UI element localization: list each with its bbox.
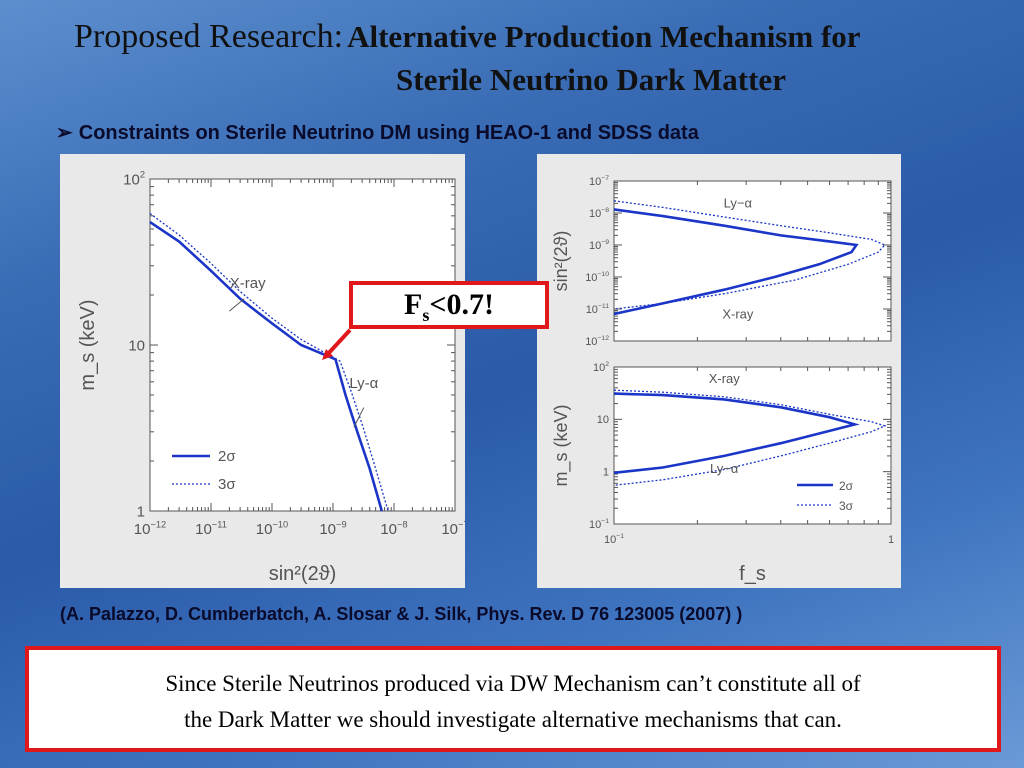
y-tick-label: 10−11 <box>586 303 610 316</box>
series-line-dotted <box>613 200 886 310</box>
x-axis-title: sin²(2ϑ) <box>269 563 337 585</box>
annotation-label: X-ray <box>709 371 741 386</box>
chart-mass-vs-mixing: 1 10 102 10−12 10−11 10−10 10−9 10−8 10−7 X-ray Ly… <box>77 170 465 586</box>
plot-frame <box>613 366 892 525</box>
y-axis-title: m_s (keV) <box>77 299 99 390</box>
x-tick-label: 10−12 <box>134 519 166 538</box>
x-tick-label: 10−8 <box>380 519 407 538</box>
bullet-text: Constraints on Sterile Neutrino DM using… <box>78 122 699 144</box>
y-tick-label: 10−9 <box>589 239 609 252</box>
series-line-solid <box>149 221 384 512</box>
plot-frame <box>613 180 892 342</box>
x-tick-label: 10−11 <box>195 519 227 538</box>
lya-pointer <box>353 407 365 428</box>
x-axis-title: f_s <box>739 563 766 585</box>
legend-label: 3σ <box>218 476 236 493</box>
annotation-label: Ly-α <box>349 375 378 392</box>
y-tick-label: 102 <box>593 361 609 374</box>
bullet-arrow-icon: ➢ <box>56 122 73 144</box>
bullet-point: ➢ Constraints on Sterile Neutrino DM usin… <box>56 120 699 145</box>
callout-rest: <0.7! <box>429 288 494 321</box>
citation: (A. Palazzo, D. Cumberbatch, A. Slosar &… <box>60 604 743 624</box>
annotation-label: X-ray <box>230 275 266 292</box>
y-tick-label: 10−1 <box>589 518 609 531</box>
top-y-axis-title: sin²(2ϑ) <box>551 231 571 292</box>
x-tick-label: 10−1 <box>604 533 624 546</box>
bottom-y-axis-title: m_s (keV) <box>551 404 572 486</box>
annotation-label: Ly−α <box>710 461 739 476</box>
summary-line2: the Dark Matter we should investigate al… <box>184 707 842 732</box>
legend-label: 2σ <box>218 448 236 465</box>
x-tick-label: 10−9 <box>319 519 346 538</box>
y-tick-label: 10 <box>597 414 609 426</box>
x-tick-label: 10−7 <box>441 519 465 538</box>
fs-callout: Fs<0.7! <box>349 281 549 329</box>
legend-label: 3σ <box>839 499 854 513</box>
series-line-solid <box>613 208 859 316</box>
left-chart-panel: 1 10 102 10−12 10−11 10−10 10−9 10−8 10−7 X-ray Ly… <box>60 154 465 588</box>
legend-label: 2σ <box>839 479 854 493</box>
series-line-dotted <box>613 389 887 486</box>
xray-pointer <box>229 298 245 312</box>
title-lead: Proposed Research: <box>74 18 344 55</box>
y-tick-label: 10 <box>128 337 145 354</box>
annotation-label: Ly−α <box>724 195 753 210</box>
annotation-label: X-ray <box>722 307 754 322</box>
y-tick-label: 10−12 <box>585 335 609 348</box>
summary-box: Since Sterile Neutrinos produced via DW … <box>25 646 1001 752</box>
y-tick-label: 1 <box>603 467 609 479</box>
summary-line1: Since Sterile Neutrinos produced via DW … <box>165 671 861 696</box>
chart-fs-stack: 10−1210−1110−1010−910−810−7Ly−αX-ray10−1… <box>551 175 894 585</box>
y-tick-label: 10−7 <box>589 175 609 188</box>
x-tick-label: 10−10 <box>256 519 288 538</box>
callout-main: F <box>404 288 423 321</box>
y-tick-label: 10−8 <box>589 207 609 220</box>
x-tick-label: 1 <box>888 534 894 546</box>
y-tick-label: 1 <box>137 503 145 520</box>
series-line-dotted <box>149 212 389 512</box>
callout-sub: s <box>422 305 430 325</box>
series-line-solid <box>613 392 860 475</box>
y-tick-label: 102 <box>123 170 145 189</box>
title-bold-line2: Sterile Neutrino Dark Matter <box>396 62 786 97</box>
right-chart-panel: 10−12 10−11 10−10 10−9 10−8 10−7 Ly−α X-ray 10−1… <box>537 154 901 588</box>
title-bold-line1: Alternative Production Mechanism for <box>347 19 861 54</box>
slide-title: Proposed Research: Alternative Productio… <box>74 18 861 56</box>
y-tick-label: 10−10 <box>585 271 609 284</box>
